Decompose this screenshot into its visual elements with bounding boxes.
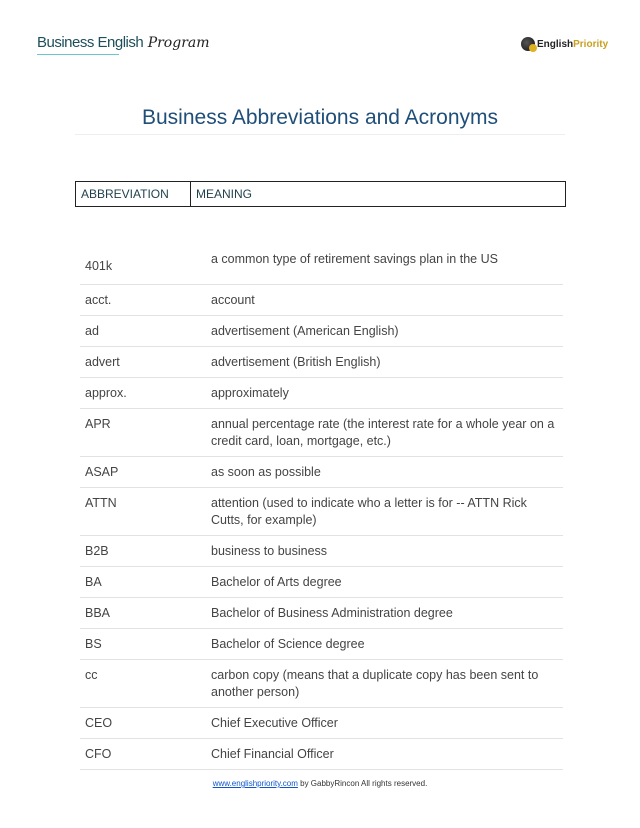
abbreviation-cell: CFO [85,747,112,761]
meaning-cell: approximately [211,386,289,400]
table-row: ATTN attention (used to indicate who a le… [80,488,563,536]
meaning-cell: attention (used to indicate who a letter… [211,496,527,527]
table-row: 401k a common type of retirement savings … [80,250,563,285]
abbreviation-cell: CEO [85,716,113,730]
abbreviation-table: 401k a common type of retirement savings … [80,250,563,770]
english-priority-logo: EnglishPriority [521,37,609,52]
table-row: advert advertisement (British English) [80,347,563,378]
abbreviation-cell: BS [85,637,102,651]
table-row: ASAP as soon as possible [80,457,563,488]
meaning-cell: Chief Executive Officer [211,716,338,730]
table-row: BS Bachelor of Science degree [80,629,563,660]
table-row: ad advertisement (American English) [80,316,563,347]
business-english-program-logo: Business English Program [37,34,210,55]
meaning-cell: Bachelor of Science degree [211,637,365,651]
abbreviation-cell: acct. [85,293,112,307]
table-row: APR annual percentage rate (the interest … [80,409,563,457]
abbreviation-cell: cc [85,668,98,682]
abbreviation-cell: ASAP [85,465,119,479]
column-header-abbreviation: ABBREVIATION [76,182,191,206]
table-row: BBA Bachelor of Business Administration d… [80,598,563,629]
logo-right-text-b: Priority [573,38,609,50]
meaning-cell: account [211,293,255,307]
meaning-cell: carbon copy (means that a duplicate copy… [211,668,539,699]
abbreviation-cell: 401k [85,259,113,273]
meaning-cell: annual percentage rate (the interest rat… [211,417,555,448]
column-header-meaning: MEANING [196,187,253,201]
meaning-cell: business to business [211,544,328,558]
abbreviation-cell: BA [85,575,102,589]
table-row: BA Bachelor of Arts degree [80,567,563,598]
logo-underline [37,54,119,55]
website-link[interactable]: www.englishpriority.com [212,779,298,788]
table-row: approx. approximately [80,378,563,409]
abbreviation-cell: B2B [85,544,109,558]
table-row: acct. account [80,285,563,316]
logo-main-text: Business English [37,34,144,51]
abbreviation-cell: approx. [85,386,127,400]
abbreviation-cell: APR [85,417,111,431]
logo-right-text-a: English [537,38,574,50]
abbreviation-cell: ATTN [85,496,117,510]
meaning-cell: advertisement (American English) [211,324,399,338]
meaning-cell: a common type of retirement savings plan… [211,252,498,266]
footer-text: by GabbyRincon All rights reserved. [297,779,428,788]
table-row: CFO Chief Financial Officer [80,739,563,770]
meaning-cell: Chief Financial Officer [211,747,334,761]
table-row: cc carbon copy (means that a duplicate co… [80,660,563,708]
abbreviation-cell: advert [85,355,120,369]
table-row: B2B business to business [80,536,563,567]
globe-icon [521,37,537,52]
meaning-cell: advertisement (British English) [211,355,381,369]
footer: www.englishpriority.com by GabbyRincon A… [0,779,640,788]
meaning-cell: Bachelor of Business Administration degr… [211,606,453,620]
abbreviation-cell: BBA [85,606,111,620]
abbreviation-cell: ad [85,324,99,338]
meaning-cell: as soon as possible [211,465,321,479]
meaning-cell: Bachelor of Arts degree [211,575,342,589]
title-divider [75,134,565,135]
table-row: CEO Chief Executive Officer [80,708,563,739]
logo-script-text: Program [147,35,210,51]
table-header: ABBREVIATION MEANING [75,181,566,207]
page-title: Business Abbreviations and Acronyms [141,106,499,129]
